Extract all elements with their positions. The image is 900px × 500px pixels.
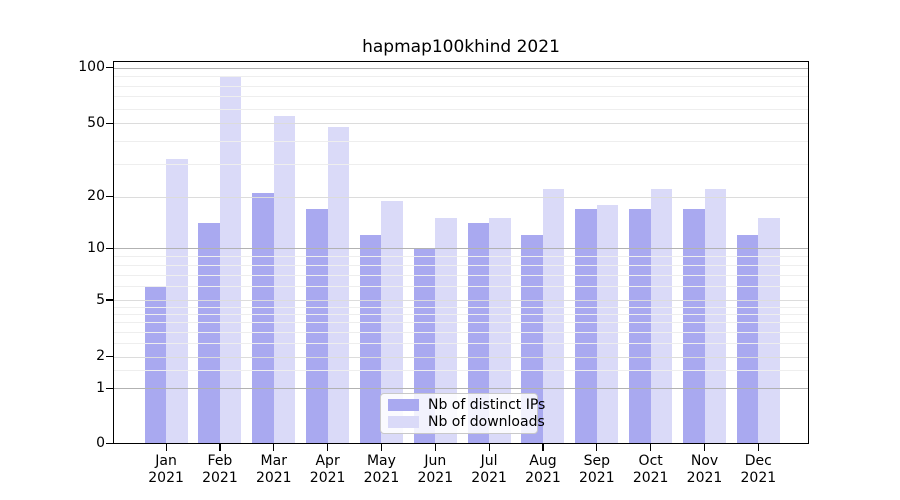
y-axis-tick-label: 5 (96, 291, 105, 308)
bar-downloads-nov (704, 189, 726, 444)
minor-gridline (113, 342, 809, 344)
minor-gridline (113, 96, 809, 98)
minor-gridline (113, 76, 809, 78)
x-tick-mark (757, 443, 759, 451)
major-gridline (113, 67, 809, 69)
y-axis-tick-label: 20 (87, 188, 105, 205)
x-axis-tick-label: May 2021 (363, 453, 400, 486)
minor-gridline (113, 306, 809, 308)
x-tick-mark (488, 443, 490, 451)
minor-gridline (113, 274, 809, 276)
legend-swatch-downloads (388, 416, 419, 428)
y-axis-tick-label: 0 (96, 435, 105, 451)
bar-distinct-ips-sep (575, 208, 597, 444)
minor-gridline (113, 286, 809, 288)
minor-gridline (113, 331, 809, 333)
bar-distinct-ips-mar (252, 192, 274, 444)
x-axis-tick-label: Jul 2021 (471, 453, 507, 486)
minor-gridline (113, 108, 809, 110)
y-tick-mark (106, 196, 113, 198)
minor-gridline (113, 264, 809, 266)
y-tick-mark (106, 122, 113, 124)
legend: Nb of distinct IPs Nb of downloads (380, 393, 545, 434)
x-tick-mark (273, 443, 275, 451)
x-tick-mark (542, 443, 544, 451)
x-tick-mark (219, 443, 221, 451)
y-axis-tick-label: 1 (96, 379, 105, 396)
y-axis-tick-label: 2 (96, 348, 105, 365)
x-tick-mark (650, 443, 652, 451)
x-axis-tick-label: Aug 2021 (525, 453, 561, 486)
bar-downloads-jun (435, 218, 457, 444)
bar-downloads-jan (166, 159, 188, 444)
bar-downloads-apr (327, 126, 350, 444)
bar-downloads-oct (650, 189, 673, 444)
y-axis-tick-label: 100 (78, 59, 105, 76)
y-tick-mark (106, 442, 113, 445)
x-axis-tick-label: Sep 2021 (578, 453, 615, 486)
x-axis-tick-label: Nov 2021 (686, 453, 723, 486)
major-gridline (113, 248, 809, 250)
x-axis-tick-label: Dec 2021 (740, 453, 777, 486)
major-gridline (113, 123, 809, 125)
x-tick-mark (703, 443, 706, 451)
bar-distinct-ips-oct (629, 208, 651, 444)
chart-title: hapmap100khind 2021 (362, 37, 560, 57)
x-axis-tick-label: Mar 2021 (255, 453, 292, 486)
y-tick-mark (106, 387, 113, 389)
minor-gridline (113, 322, 809, 324)
bar-downloads-sep (596, 204, 619, 444)
major-gridline (113, 196, 809, 198)
x-tick-mark (165, 443, 167, 451)
bar-distinct-ips-jan (144, 286, 167, 444)
major-gridline (113, 356, 809, 358)
legend-row-downloads: Nb of downloads (388, 414, 545, 430)
bar-downloads-dec (758, 218, 780, 444)
x-axis-tick-label: Jan 2021 (148, 453, 184, 486)
minor-gridline (113, 256, 809, 258)
x-tick-mark (380, 443, 383, 451)
y-tick-mark (106, 67, 113, 69)
x-tick-mark (327, 443, 329, 451)
major-gridline (113, 300, 809, 301)
major-gridline (113, 388, 809, 390)
y-tick-mark (106, 247, 113, 249)
legend-label-distinct-ips: Nb of distinct IPs (428, 397, 546, 413)
bar-downloads-may (381, 200, 403, 444)
minor-gridline (113, 369, 809, 371)
y-tick-mark (106, 299, 113, 301)
minor-gridline (113, 85, 809, 87)
bar-distinct-ips-apr (306, 208, 328, 444)
legend-label-downloads: Nb of downloads (428, 414, 545, 430)
x-axis-tick-label: Apr 2021 (309, 453, 346, 486)
bar-downloads-feb (219, 76, 242, 444)
x-axis-tick-label: Feb 2021 (202, 453, 238, 486)
bar-downloads-aug (542, 189, 565, 444)
minor-gridline (113, 164, 809, 166)
x-tick-mark (596, 443, 598, 451)
x-tick-mark (434, 443, 436, 451)
x-axis-tick-label: Jun 2021 (417, 453, 454, 486)
minor-gridline (113, 141, 809, 143)
legend-swatch-distinct-ips (388, 399, 419, 411)
y-tick-mark (106, 356, 113, 358)
y-axis-tick-label: 50 (87, 114, 105, 131)
minor-gridline (113, 313, 809, 315)
legend-row-distinct-ips: Nb of distinct IPs (388, 397, 545, 413)
y-axis-tick-label: 10 (87, 239, 105, 256)
bar-distinct-ips-nov (683, 208, 705, 444)
x-axis-tick-label: Oct 2021 (632, 453, 669, 486)
bar-downloads-jul (489, 218, 511, 444)
